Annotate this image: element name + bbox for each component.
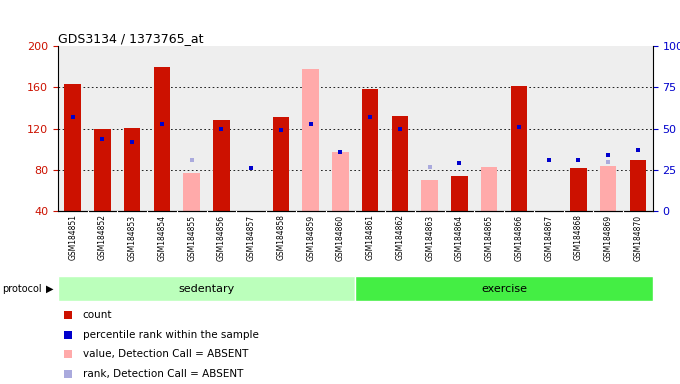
Bar xyxy=(333,152,349,211)
Text: GSM184855: GSM184855 xyxy=(187,214,196,261)
Bar xyxy=(214,121,230,211)
Text: GSM184866: GSM184866 xyxy=(515,214,524,261)
Bar xyxy=(58,276,355,301)
Text: GSM184870: GSM184870 xyxy=(634,214,643,261)
Text: GSM184853: GSM184853 xyxy=(128,214,137,261)
Text: GSM184858: GSM184858 xyxy=(277,214,286,260)
Text: GSM184862: GSM184862 xyxy=(396,214,405,260)
Text: sedentary: sedentary xyxy=(178,284,235,294)
Bar xyxy=(184,173,200,211)
Text: GSM184854: GSM184854 xyxy=(158,214,167,261)
Text: ▶: ▶ xyxy=(46,284,54,294)
Bar xyxy=(511,86,527,211)
Text: rank, Detection Call = ABSENT: rank, Detection Call = ABSENT xyxy=(83,369,243,379)
Text: exercise: exercise xyxy=(481,284,527,294)
Bar xyxy=(571,168,587,211)
Text: GSM184852: GSM184852 xyxy=(98,214,107,260)
Bar xyxy=(362,89,378,211)
Text: GSM184859: GSM184859 xyxy=(306,214,315,261)
Bar xyxy=(303,69,319,211)
Text: GSM184864: GSM184864 xyxy=(455,214,464,261)
Text: GSM184861: GSM184861 xyxy=(366,214,375,260)
Text: GSM184851: GSM184851 xyxy=(68,214,77,260)
Text: GSM184869: GSM184869 xyxy=(604,214,613,261)
Text: value, Detection Call = ABSENT: value, Detection Call = ABSENT xyxy=(83,349,248,359)
Bar xyxy=(452,176,468,211)
Bar xyxy=(481,167,497,211)
Bar xyxy=(630,160,646,211)
Bar xyxy=(65,84,81,211)
Text: GSM184865: GSM184865 xyxy=(485,214,494,261)
Bar xyxy=(154,67,170,211)
Bar xyxy=(124,127,140,211)
Text: count: count xyxy=(83,310,112,320)
Bar xyxy=(355,276,653,301)
Text: GSM184860: GSM184860 xyxy=(336,214,345,261)
Bar xyxy=(273,117,289,211)
Text: GSM184856: GSM184856 xyxy=(217,214,226,261)
Text: GSM184863: GSM184863 xyxy=(425,214,434,261)
Text: GDS3134 / 1373765_at: GDS3134 / 1373765_at xyxy=(58,32,203,45)
Text: GSM184857: GSM184857 xyxy=(247,214,256,261)
Bar xyxy=(600,166,616,211)
Text: protocol: protocol xyxy=(2,284,41,294)
Bar xyxy=(422,180,438,211)
Text: GSM184867: GSM184867 xyxy=(544,214,553,261)
Bar xyxy=(392,116,408,211)
Bar xyxy=(95,129,111,211)
Text: GSM184868: GSM184868 xyxy=(574,214,583,260)
Text: percentile rank within the sample: percentile rank within the sample xyxy=(83,330,258,340)
